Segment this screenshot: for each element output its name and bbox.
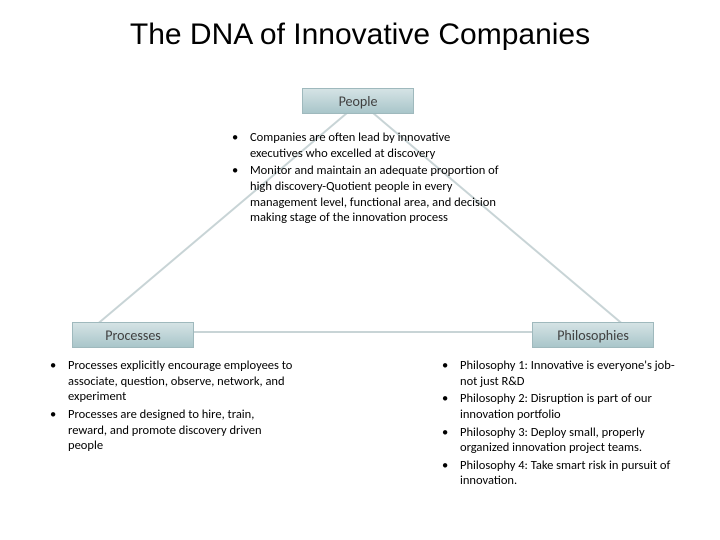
slide-title: The DNA of Innovative Companies — [0, 18, 720, 52]
people-bullet-0: Companies are often lead by innovative e… — [222, 130, 502, 161]
label-people: People — [302, 88, 414, 114]
philosophies-bullet-2: Philosophy 3: Deploy small, properly org… — [432, 425, 688, 456]
philosophies-bullet-0: Philosophy 1: Innovative is everyone's j… — [432, 358, 688, 389]
bullets-philosophies: Philosophy 1: Innovative is everyone's j… — [432, 358, 688, 491]
label-philosophies-text: Philosophies — [557, 327, 629, 344]
processes-bullet-1: Processes are designed to hire, train, r… — [40, 407, 296, 454]
label-people-text: People — [339, 93, 378, 110]
bullets-people: Companies are often lead by innovative e… — [222, 130, 502, 228]
philosophies-bullet-3: Philosophy 4: Take smart risk in pursuit… — [432, 458, 688, 489]
bullets-processes: Processes explicitly encourage employees… — [40, 358, 296, 456]
label-philosophies: Philosophies — [532, 322, 654, 348]
label-processes-text: Processes — [105, 327, 161, 344]
label-processes: Processes — [72, 322, 194, 348]
philosophies-bullet-1: Philosophy 2: Disruption is part of our … — [432, 391, 688, 422]
people-bullet-1: Monitor and maintain an adequate proport… — [222, 163, 502, 226]
processes-bullet-0: Processes explicitly encourage employees… — [40, 358, 296, 405]
